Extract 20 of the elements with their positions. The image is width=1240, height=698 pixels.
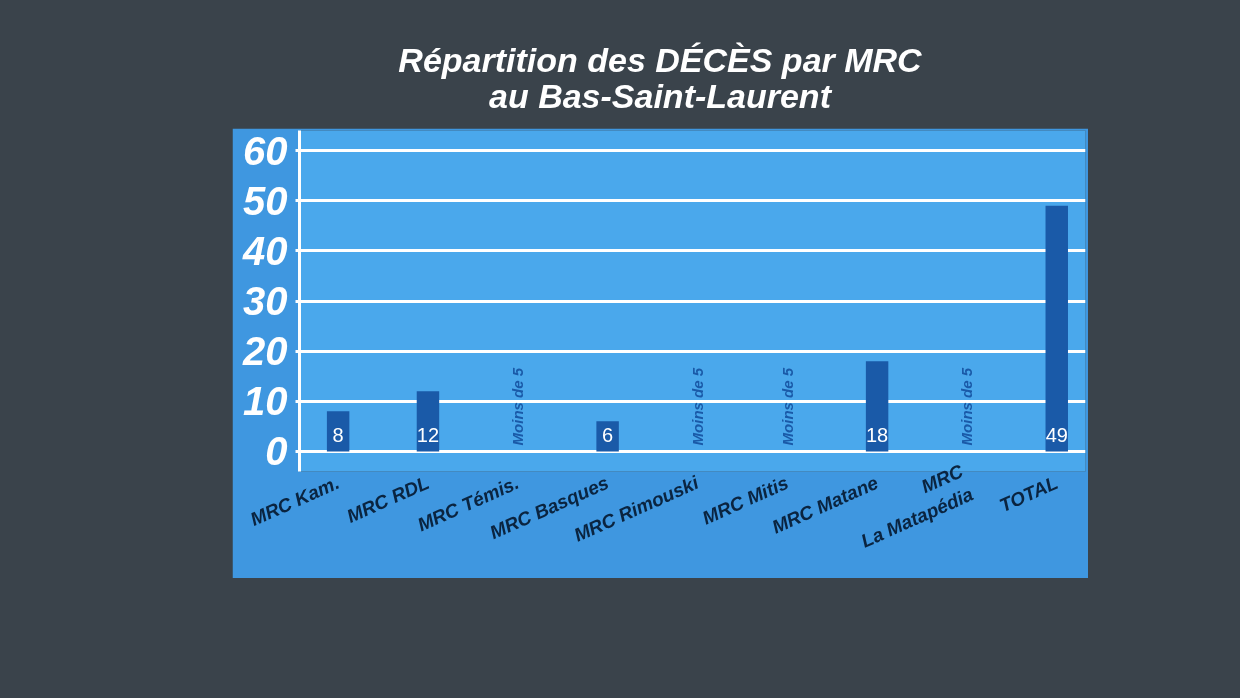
y-tick-label: 0 xyxy=(265,429,288,474)
data-label: 6 xyxy=(602,424,614,447)
chart-title: Répartition des DÉCÈS par MRC au Bas-Saint-Laurent xyxy=(397,40,923,115)
data-label: 49 xyxy=(1045,424,1068,447)
y-tick-label: 10 xyxy=(243,379,288,424)
y-tick-label: 50 xyxy=(243,178,288,223)
data-label: 18 xyxy=(865,424,889,447)
text: Moins de 5 xyxy=(509,367,527,446)
text: Moins de 5 xyxy=(688,367,706,446)
data-label: 8 xyxy=(332,424,344,447)
text: Moins de 5 xyxy=(958,367,976,446)
y-tick-label: 40 xyxy=(242,228,288,273)
y-tick-label: 30 xyxy=(243,279,288,323)
bar xyxy=(1045,205,1068,452)
x-tick-label: MRC Kam. xyxy=(247,471,343,530)
y-tick-label: 60 xyxy=(243,128,288,173)
text: Moins de 5 xyxy=(778,367,796,446)
bar xyxy=(865,361,889,452)
y-tick-label: 20 xyxy=(242,329,288,374)
data-label: 12 xyxy=(416,424,440,447)
